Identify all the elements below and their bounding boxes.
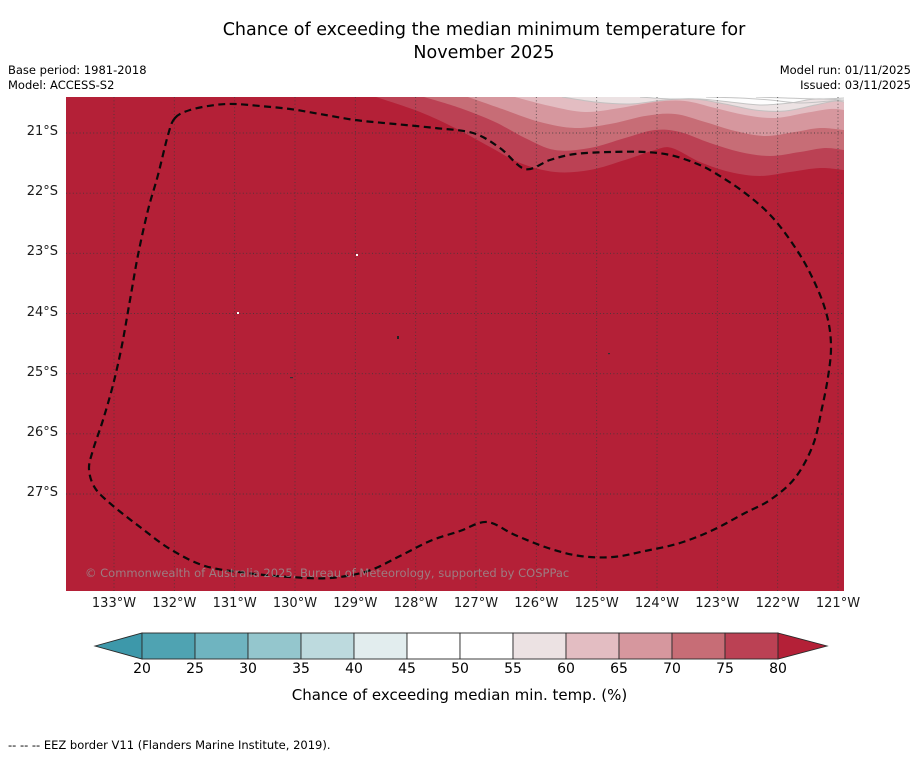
x-tick-label: 128°W xyxy=(393,596,438,611)
map-plot xyxy=(66,97,844,591)
x-tick-label: 130°W xyxy=(272,596,318,611)
map-speck xyxy=(237,312,239,314)
model-label: Model: ACCESS-S2 xyxy=(8,78,115,92)
colorbar-canvas xyxy=(93,632,829,660)
y-tick-label: 26°S xyxy=(26,424,58,440)
x-tick-label: 129°W xyxy=(333,596,378,611)
probability-map-canvas xyxy=(66,97,844,591)
x-tick-label: 131°W xyxy=(212,596,257,611)
colorbar-segment-60-65 xyxy=(565,632,620,660)
eez-footnote: -- -- -- EEZ border V11 (Flanders Marine… xyxy=(8,738,331,752)
base-period-label: Base period: 1981-2018 xyxy=(8,63,147,77)
colorbar-right-arrow xyxy=(777,632,829,660)
contour-line xyxy=(755,97,844,100)
contour-line xyxy=(705,97,844,104)
colorbar-tick-label: 65 xyxy=(610,661,628,677)
colorbar-segment-55-60 xyxy=(512,632,567,660)
colorbar-segment-50-55 xyxy=(459,632,514,660)
issued-label: Issued: 03/11/2025 xyxy=(800,78,911,92)
y-tick-label: 21°S xyxy=(26,124,58,139)
colorbar-tick-label: 25 xyxy=(186,661,204,677)
y-tick-label: 24°S xyxy=(26,304,58,320)
colorbar-segment-40-45 xyxy=(353,632,408,660)
map-speck xyxy=(356,254,358,256)
colorbar-tick-label: 55 xyxy=(504,661,522,677)
colorbar-segment-70-75 xyxy=(671,632,726,660)
y-tick-label: 23°S xyxy=(26,244,58,260)
x-tick-label: 122°W xyxy=(755,596,800,611)
x-tick-label: 127°W xyxy=(453,596,499,611)
x-tick-label: 121°W xyxy=(815,596,861,611)
y-tick-label: 22°S xyxy=(26,184,58,200)
colorbar-segment-65-70 xyxy=(618,632,673,660)
eez-border-dashed-line xyxy=(87,102,833,580)
x-tick-label: 133°W xyxy=(91,596,137,611)
colorbar-segment-35-40 xyxy=(300,632,355,660)
colorbar-tick-label: 70 xyxy=(663,661,681,677)
colorbar-tick-label: 60 xyxy=(557,661,575,677)
x-tick-label: 125°W xyxy=(574,596,619,611)
colorbar-tick-label: 35 xyxy=(292,661,310,677)
colorbar-tick-label: 75 xyxy=(716,661,734,677)
figure-title-line1: Chance of exceeding the median minimum t… xyxy=(222,20,746,40)
map-speck xyxy=(397,336,399,339)
colorbar-left-arrow xyxy=(93,632,143,660)
map-speck xyxy=(290,377,293,379)
contour-line xyxy=(561,97,844,112)
colorbar-tick-label: 50 xyxy=(451,661,469,677)
y-tick-label: 27°S xyxy=(26,485,58,500)
x-tick-label: 123°W xyxy=(695,596,740,611)
copyright-watermark: © Commonwealth of Australia 2025, Bureau… xyxy=(85,566,570,580)
model-run-label: Model run: 01/11/2025 xyxy=(779,63,911,77)
colorbar-label: Chance of exceeding median min. temp. (%… xyxy=(291,686,628,704)
colorbar-segment-75-80 xyxy=(724,632,779,660)
colorbar-tick-label: 80 xyxy=(769,661,787,677)
colorbar-tick-label: 40 xyxy=(345,661,363,677)
contour-band-50-55 xyxy=(640,97,844,106)
colorbar-segment-45-50 xyxy=(406,632,461,660)
colorbar-segment-20-25 xyxy=(141,632,196,660)
colorbar-segment-30-35 xyxy=(247,632,302,660)
map-speck xyxy=(608,353,610,355)
colorbar xyxy=(86,631,846,661)
colorbar-tick-label: 30 xyxy=(239,661,257,677)
x-tick-label: 132°W xyxy=(152,596,197,611)
y-tick-label: 25°S xyxy=(26,364,58,380)
colorbar-segment-25-30 xyxy=(194,632,249,660)
colorbar-tick-label: 20 xyxy=(133,661,151,677)
x-tick-label: 126°W xyxy=(514,596,559,611)
x-tick-label: 124°W xyxy=(634,596,680,611)
colorbar-tick-label: 45 xyxy=(398,661,416,677)
figure-title-line2: November 2025 xyxy=(413,43,555,63)
